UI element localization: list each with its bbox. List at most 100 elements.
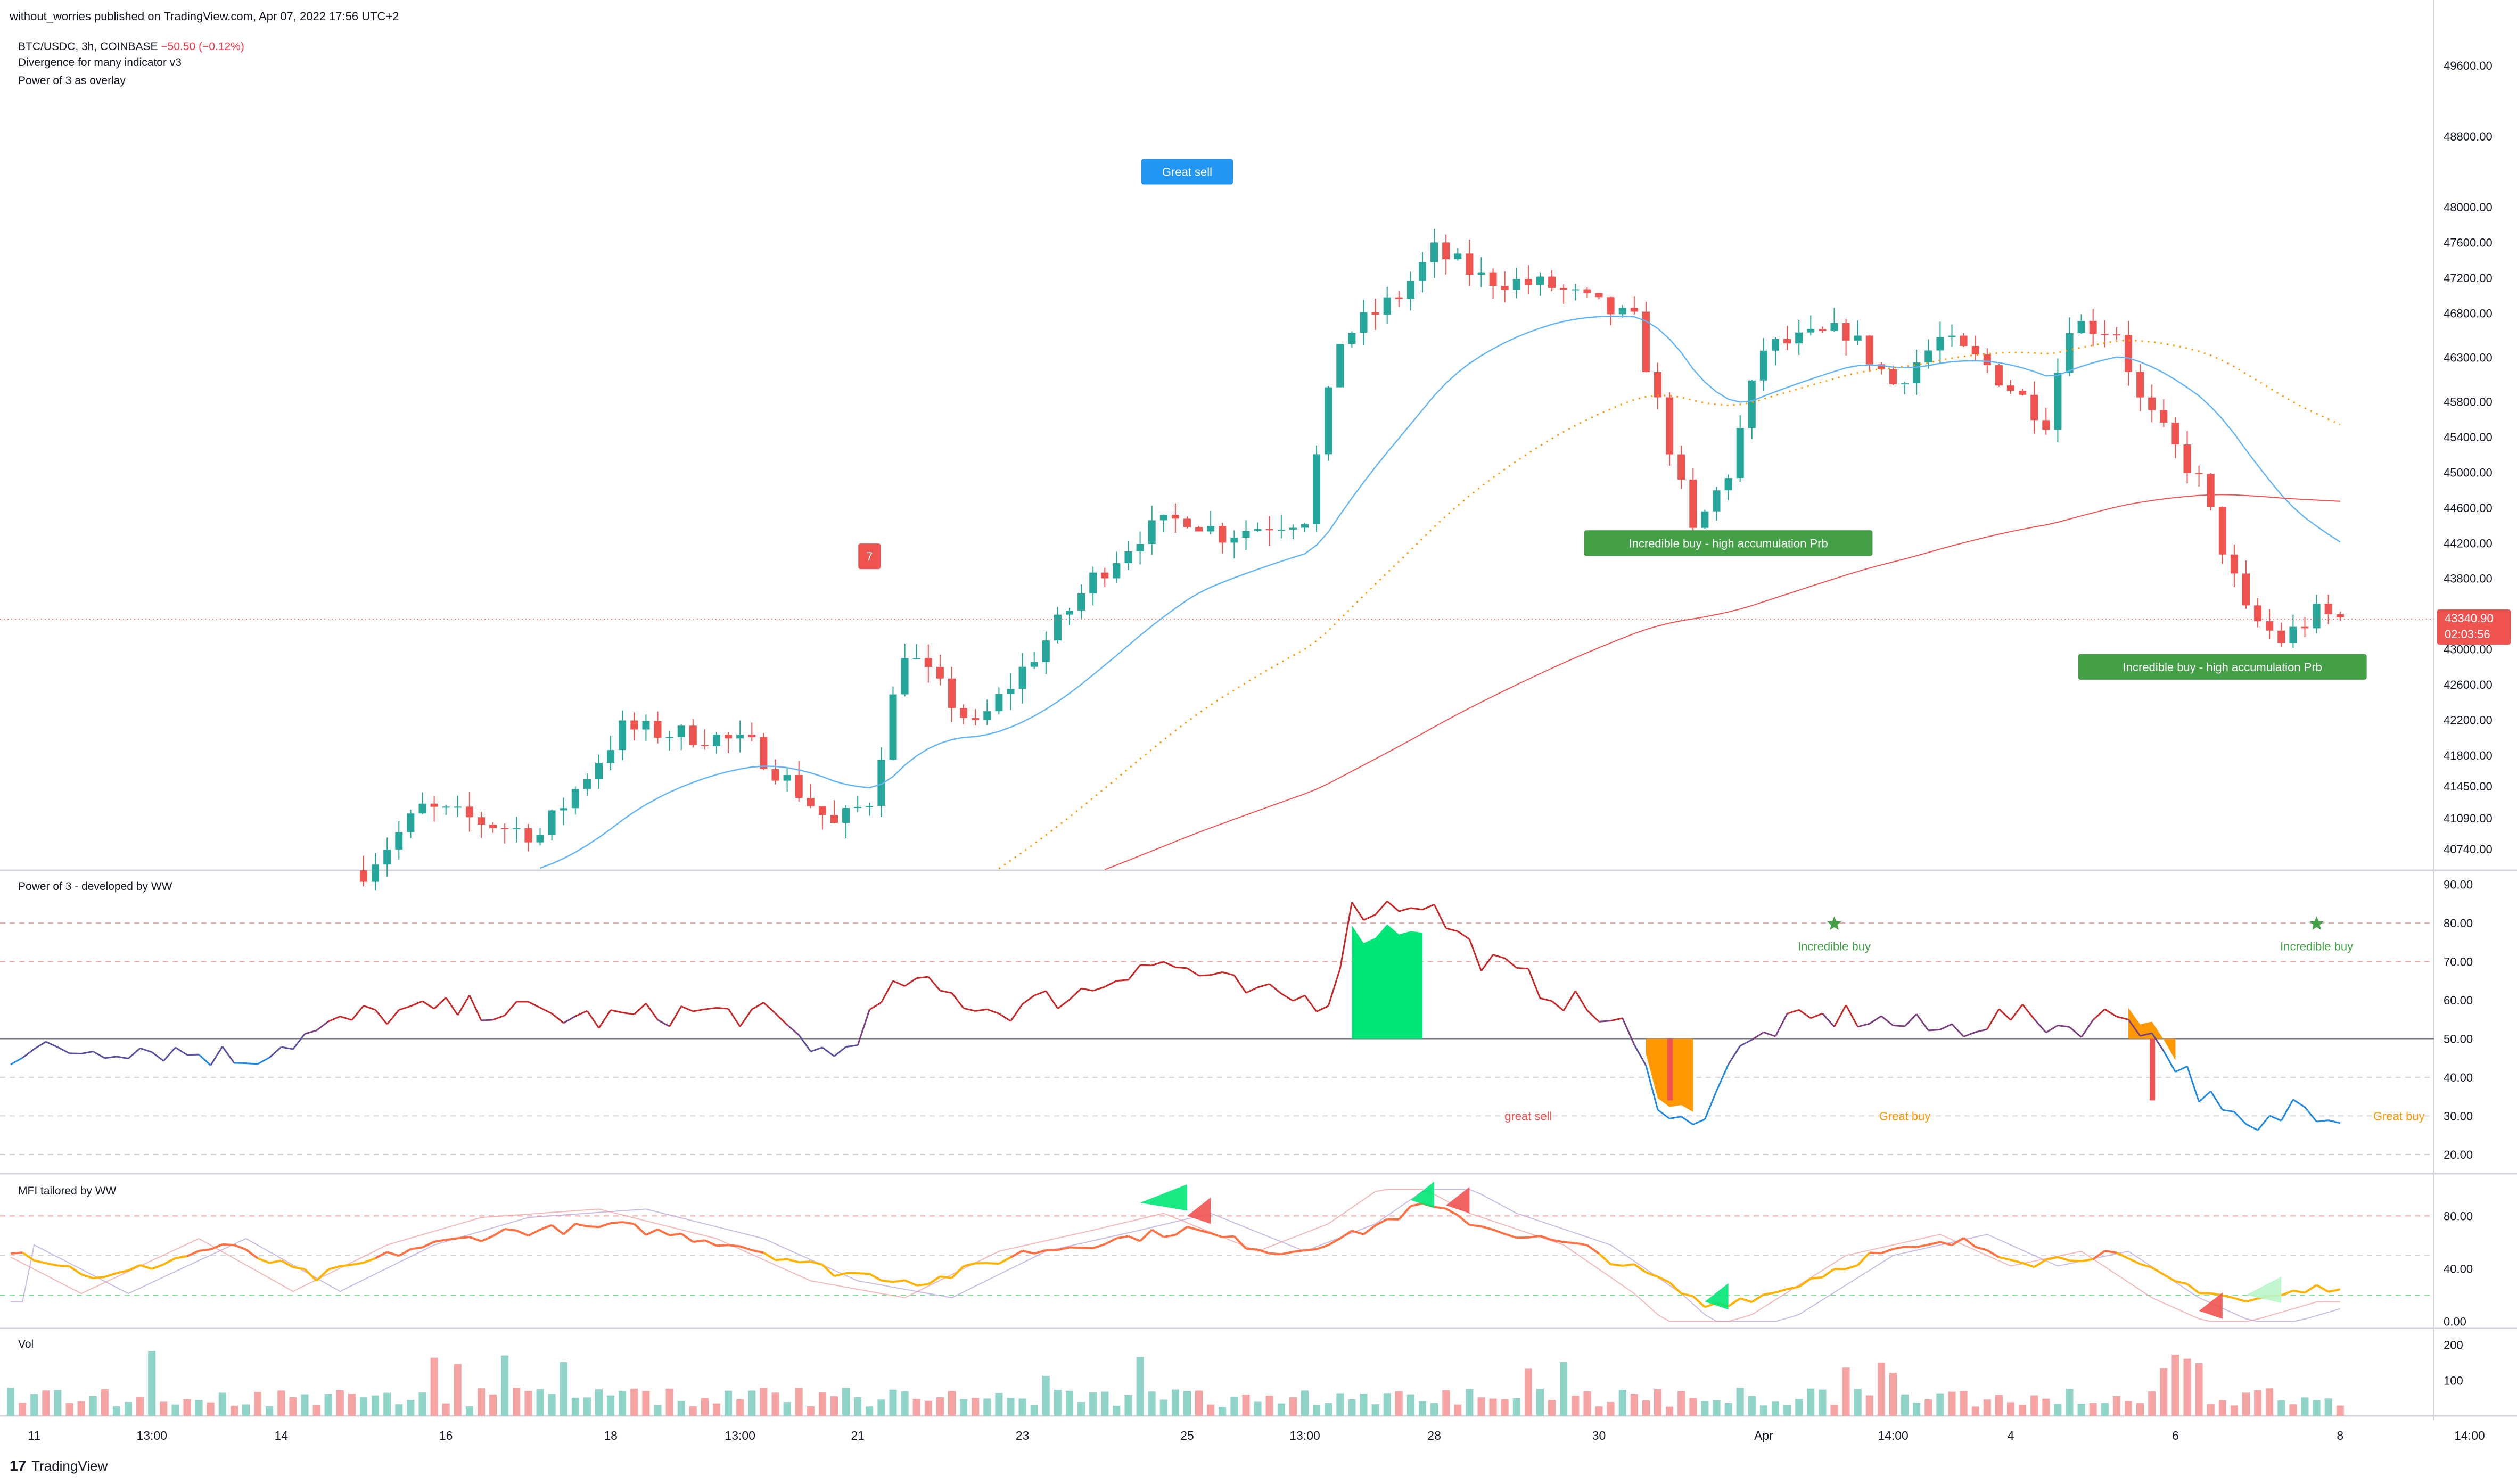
candle[interactable]: [1360, 312, 1368, 333]
candle[interactable]: [1865, 335, 1873, 365]
candle[interactable]: [1477, 272, 1485, 275]
candle[interactable]: [2254, 605, 2262, 622]
candle[interactable]: [1336, 344, 1344, 388]
candle[interactable]: [818, 806, 826, 815]
candle[interactable]: [1136, 543, 1144, 551]
candle[interactable]: [1007, 689, 1015, 695]
candle[interactable]: [1889, 369, 1897, 385]
candle[interactable]: [2207, 474, 2215, 507]
candle[interactable]: [2077, 320, 2085, 333]
candle[interactable]: [912, 658, 920, 659]
candle[interactable]: [1159, 515, 1167, 521]
candle[interactable]: [1489, 272, 1497, 286]
price-annotation[interactable]: [858, 543, 881, 570]
candle[interactable]: [1666, 397, 1674, 455]
price-annotation[interactable]: [2078, 654, 2367, 680]
candle[interactable]: [1171, 515, 1179, 519]
candle[interactable]: [2230, 554, 2238, 574]
candle[interactable]: [1054, 614, 1062, 641]
candle[interactable]: [1371, 312, 1379, 315]
moving-average-blue[interactable]: [540, 315, 2341, 869]
candle[interactable]: [513, 828, 521, 830]
candle[interactable]: [2054, 373, 2062, 430]
candle[interactable]: [2266, 621, 2274, 631]
candle[interactable]: [1101, 572, 1109, 579]
candle[interactable]: [2289, 626, 2297, 644]
candle[interactable]: [1807, 329, 1815, 333]
volume-panel[interactable]: [7, 1351, 2344, 1416]
candle[interactable]: [2042, 420, 2050, 430]
candle[interactable]: [465, 806, 473, 818]
candle[interactable]: [2218, 507, 2226, 555]
candle[interactable]: [1995, 365, 2003, 386]
candle[interactable]: [665, 737, 673, 738]
candle[interactable]: [607, 750, 615, 763]
candle[interactable]: [2324, 604, 2332, 614]
candle[interactable]: [654, 721, 662, 738]
candle[interactable]: [1265, 529, 1273, 531]
candle[interactable]: [2066, 333, 2074, 373]
candle[interactable]: [736, 735, 744, 739]
candle[interactable]: [1748, 380, 1756, 428]
candle[interactable]: [1830, 323, 1838, 331]
candle[interactable]: [1066, 611, 1073, 615]
candle[interactable]: [501, 828, 509, 829]
candle[interactable]: [1148, 520, 1156, 544]
candle[interactable]: [1042, 640, 1050, 662]
candle[interactable]: [1677, 454, 1685, 480]
candle[interactable]: [1512, 279, 1520, 290]
candle[interactable]: [2183, 444, 2191, 473]
candle[interactable]: [1924, 350, 1932, 363]
mfi-panel[interactable]: [0, 1181, 2434, 1322]
candle[interactable]: [1948, 335, 1956, 337]
candle[interactable]: [1254, 529, 1262, 531]
candle[interactable]: [1395, 297, 1403, 299]
moving-average-red[interactable]: [1104, 494, 2340, 870]
last-price-tag[interactable]: [2437, 609, 2511, 645]
candle[interactable]: [1595, 293, 1603, 298]
candle[interactable]: [2125, 335, 2132, 372]
candle[interactable]: [1983, 354, 1991, 366]
candle[interactable]: [383, 849, 391, 865]
candle[interactable]: [395, 832, 403, 850]
candle[interactable]: [1936, 337, 1944, 351]
candle[interactable]: [407, 813, 415, 832]
candle[interactable]: [1524, 279, 1532, 285]
candle[interactable]: [418, 803, 426, 814]
candle[interactable]: [2195, 473, 2203, 474]
candle[interactable]: [478, 817, 485, 825]
candle[interactable]: [1207, 526, 1215, 532]
candle[interactable]: [1654, 372, 1661, 398]
candle[interactable]: [1242, 531, 1250, 538]
candle[interactable]: [1960, 335, 1968, 346]
candle[interactable]: [619, 720, 627, 751]
candle[interactable]: [807, 798, 815, 806]
candle[interactable]: [1406, 281, 1414, 299]
candle[interactable]: [760, 737, 768, 769]
candle[interactable]: [960, 708, 968, 718]
candle[interactable]: [1854, 335, 1862, 341]
candle[interactable]: [889, 694, 897, 760]
candle[interactable]: [1113, 563, 1121, 579]
candle[interactable]: [536, 835, 544, 843]
indicator-label-1[interactable]: Divergence for many indicator v3: [18, 56, 182, 69]
candle[interactable]: [701, 745, 709, 746]
candle[interactable]: [1536, 276, 1544, 285]
candle[interactable]: [2313, 604, 2321, 629]
candle[interactable]: [1466, 253, 1474, 275]
candle[interactable]: [430, 803, 438, 807]
candle[interactable]: [1795, 332, 1803, 344]
candle[interactable]: [2112, 334, 2120, 336]
candle[interactable]: [583, 779, 591, 789]
candle[interactable]: [2089, 320, 2097, 334]
moving-average-dotted[interactable]: [998, 339, 2341, 870]
candle[interactable]: [595, 763, 603, 779]
candle[interactable]: [1630, 308, 1638, 312]
candle[interactable]: [936, 666, 944, 679]
tradingview-logo[interactable]: 17 TradingView: [10, 1457, 108, 1474]
candle[interactable]: [642, 721, 650, 730]
candle[interactable]: [866, 806, 874, 807]
candle[interactable]: [924, 658, 932, 667]
candle[interactable]: [1442, 242, 1450, 260]
candle[interactable]: [1783, 339, 1791, 344]
